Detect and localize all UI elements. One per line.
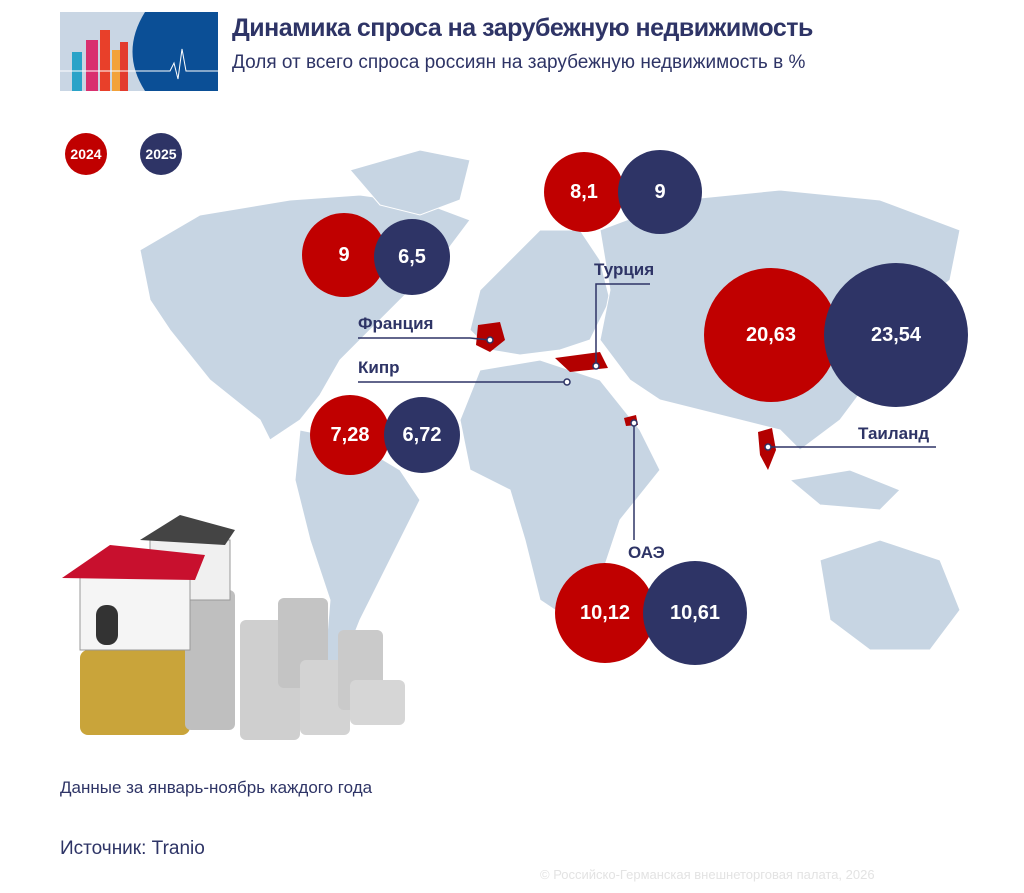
logo (60, 12, 218, 91)
bubble-2025: 10,61 (643, 561, 747, 665)
page-title: Динамика спроса на зарубежную недвижимос… (232, 14, 813, 42)
bubble-2025: 9 (618, 150, 702, 234)
turkey-callout-line (595, 283, 650, 366)
copyright: © Российско-Германская внешнеторговая па… (540, 867, 875, 882)
bubble-2024: 9 (302, 213, 386, 297)
france-callout-line (358, 337, 491, 341)
bubble-2024: 20,63 (704, 268, 838, 402)
data-period-note: Данные за январь-ноябрь каждого года (60, 778, 373, 797)
callout-france: Франция (358, 314, 434, 333)
logo-graphic (60, 12, 218, 91)
callout-turkey: Турция (594, 260, 655, 279)
bubble-2024: 8,1 (544, 152, 624, 232)
australia (819, 539, 961, 651)
europe (469, 229, 611, 356)
bubble-2024: 7,28 (310, 395, 390, 475)
bubble-2025: 23,54 (824, 263, 968, 407)
page-subtitle: Доля от всего спроса россиян на зарубежн… (232, 52, 806, 73)
callout-uae: ОАЭ (628, 543, 665, 562)
source-note: Источник: Tranio (60, 838, 205, 859)
legend-2025: 2025 (140, 133, 182, 175)
callout-cyprus: Кипр (358, 358, 400, 377)
se-asia-islands (788, 469, 901, 511)
bubble-2025: 6,72 (384, 397, 460, 473)
callout-thailand: Таиланд (858, 424, 930, 443)
legend-2024: 2024 (65, 133, 107, 175)
bubble-2024: 10,12 (555, 563, 655, 663)
greenland (349, 149, 471, 216)
bubble-2025: 6,5 (374, 219, 450, 295)
houses-and-coins (62, 515, 405, 740)
